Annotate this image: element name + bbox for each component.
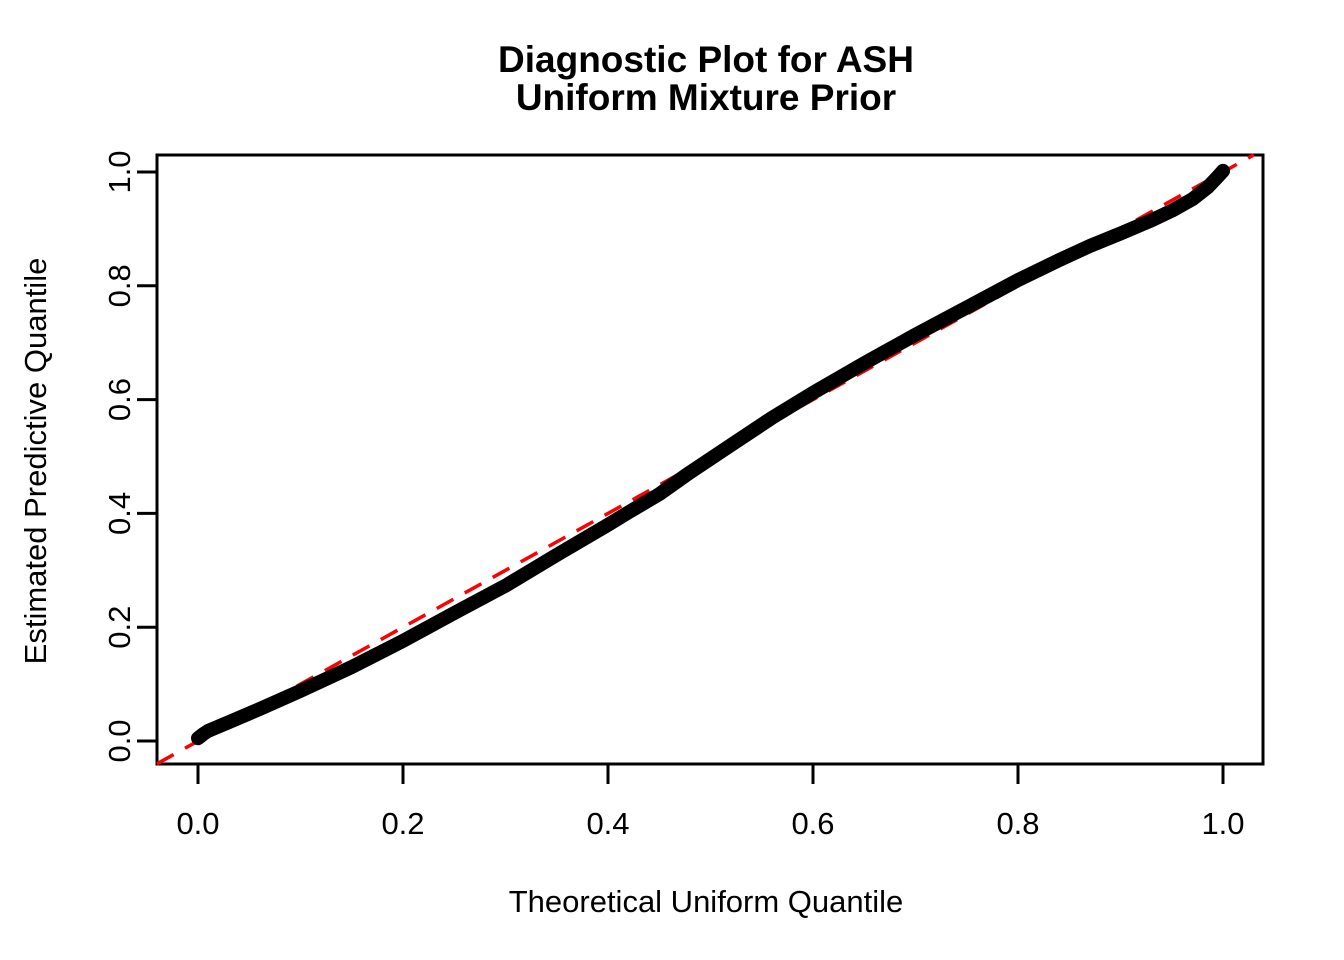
identity-reference-line [156, 153, 1255, 766]
x-tick-label: 0.4 [586, 806, 629, 841]
y-tick-label: 1.0 [102, 150, 137, 193]
y-tick-label: 0.0 [102, 719, 137, 762]
estimated-predictive-quantiles [191, 163, 1230, 746]
x-tick-label: 0.0 [176, 806, 219, 841]
y-tick-label: 0.8 [102, 264, 137, 307]
x-axis-title: Theoretical Uniform Quantile [509, 884, 904, 919]
chart-title-line-2: Uniform Mixture Prior [516, 77, 896, 118]
plot-data-layer [156, 153, 1255, 766]
plot-border-box [155, 153, 1265, 766]
x-axis: 0.0 0.2 0.4 0.6 0.8 1.0 [176, 764, 1245, 841]
y-tick-label: 0.4 [102, 492, 137, 535]
x-tick-label: 1.0 [1201, 806, 1244, 841]
y-tick-label: 0.6 [102, 378, 137, 421]
x-tick-label: 0.2 [381, 806, 424, 841]
y-axis-title: Estimated Predictive Quantile [18, 258, 53, 665]
x-tick-label: 0.6 [791, 806, 834, 841]
chart-title-line-1: Diagnostic Plot for ASH [498, 39, 914, 80]
x-tick-label: 0.8 [996, 806, 1039, 841]
y-tick-label: 0.2 [102, 606, 137, 649]
y-axis: 0.0 0.2 0.4 0.6 0.8 1.0 [102, 150, 157, 763]
